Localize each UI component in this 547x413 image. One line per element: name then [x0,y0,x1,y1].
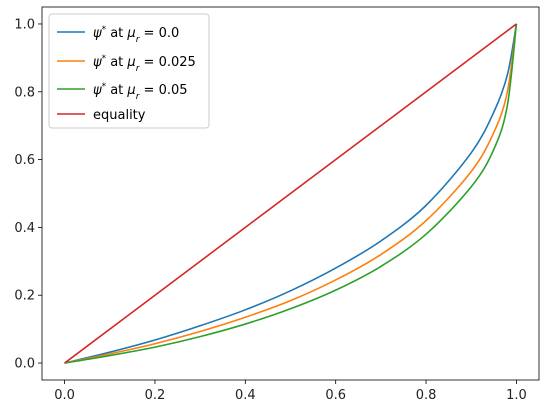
x-tick-label: 0.0 [54,388,75,403]
x-tick-label: 0.6 [325,388,346,403]
series-line-mu-0 [64,23,518,364]
legend: ψ* at μr = 0.0 ψ* at μr = 0.025 ψ* at μr… [48,13,210,129]
x-tick-label: 0.2 [145,388,166,403]
x-tick-label: 1.0 [506,388,527,403]
legend-label-mu-0025: ψ* at μr = 0.025 [93,54,196,74]
y-tick-label: 0.0 [14,357,35,372]
x-axis: 0.0 0.2 0.4 0.6 0.8 1.0 [54,380,527,403]
series-line-mu-005 [64,23,518,364]
y-tick-label: 0.8 [14,85,35,100]
y-axis: 0.0 0.2 0.4 0.6 0.8 1.0 [14,17,42,372]
plot-frame [41,6,540,381]
x-tick-label: 0.8 [416,388,437,403]
legend-label-equality: equality [93,108,146,123]
y-tick-label: 1.0 [14,17,35,32]
y-tick-label: 0.4 [14,221,35,236]
legend-label-mu-0: ψ* at μr = 0.0 [93,25,179,45]
x-tick-label: 0.4 [235,388,256,403]
legend-label-mu-005: ψ* at μr = 0.05 [93,82,188,102]
legend-box [48,13,210,129]
series-line-equality [64,23,517,364]
y-tick-label: 0.2 [14,289,35,304]
series-line-mu-0025 [64,23,518,364]
series-layer [64,23,518,364]
y-tick-label: 0.6 [14,153,35,168]
